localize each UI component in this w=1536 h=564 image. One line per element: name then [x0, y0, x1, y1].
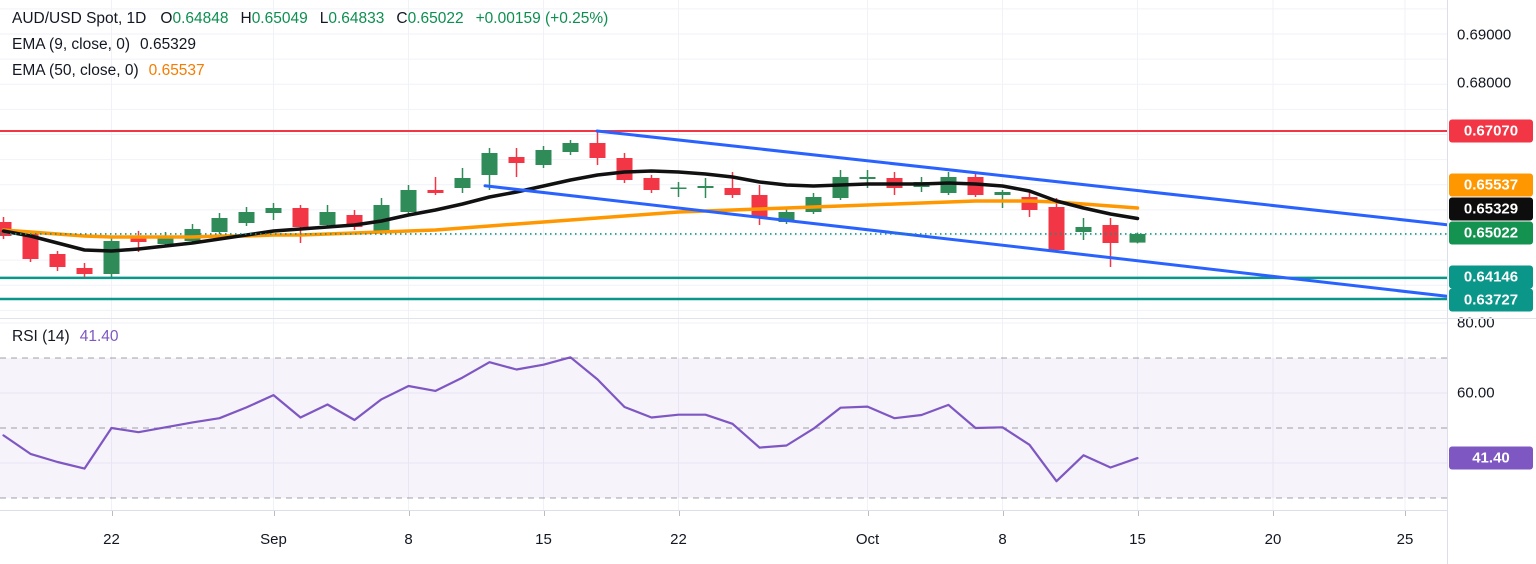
- ema50-legend-row[interactable]: EMA (50, close, 0) 0.65537: [12, 58, 608, 84]
- rsi-value: 41.40: [79, 328, 119, 345]
- rsi-legend-row[interactable]: RSI (14) 41.40: [12, 324, 119, 350]
- ema50-label: EMA (50, close, 0): [12, 62, 139, 79]
- price-scale-label: 0.68000: [1457, 74, 1512, 92]
- ema9-line: [1, 169, 1140, 253]
- candle: [265, 203, 282, 220]
- ema50-value: 0.65537: [148, 62, 205, 79]
- candle-series: [0, 131, 1146, 277]
- time-tick-mark: [273, 511, 275, 516]
- price-badge: 0.67070: [1449, 119, 1533, 143]
- ema9-label: EMA (9, close, 0): [12, 36, 131, 53]
- rsi-scale-label: 60.00: [1457, 384, 1495, 402]
- price-axis[interactable]: 0.69000 0.68000 0.67070 0.65537 0.65329 0.650…: [1447, 0, 1536, 564]
- candle: [238, 207, 255, 226]
- time-tick-mark: [1405, 511, 1406, 516]
- high-value: H0.65049: [240, 10, 308, 27]
- time-tick-mark: [1273, 511, 1274, 516]
- change-value: +0.00159 (+0.25%): [475, 10, 609, 27]
- pane-separator[interactable]: [0, 318, 1536, 319]
- rsi-legend: RSI (14) 41.40: [12, 324, 119, 350]
- time-tick-label: 15: [535, 531, 552, 548]
- price-badge: 0.65022: [1449, 221, 1533, 245]
- rsi-chart-canvas[interactable]: [0, 318, 1447, 510]
- time-tick-mark: [111, 511, 113, 516]
- time-tick-label: Sep: [260, 531, 287, 548]
- price-badge: 0.63727: [1449, 288, 1533, 312]
- candle: [454, 168, 471, 193]
- candle: [589, 131, 606, 165]
- trendlines[interactable]: [483, 129, 1447, 298]
- candle: [427, 177, 444, 195]
- candle: [535, 146, 552, 168]
- time-tick-label: 8: [404, 531, 413, 548]
- time-tick-label: Oct: [855, 531, 880, 548]
- time-tick-label: 25: [1396, 531, 1414, 548]
- candle: [211, 213, 228, 234]
- time-tick-label: 22: [670, 531, 687, 548]
- symbol-title: AUD/USD Spot, 1D: [12, 10, 147, 27]
- price-gridlines: [0, 0, 1447, 318]
- rsi-value-badge: 41.40: [1449, 446, 1533, 470]
- candle: [643, 175, 660, 193]
- time-tick-label: 20: [1264, 531, 1282, 548]
- time-tick-label: 8: [998, 531, 1007, 548]
- candle: [319, 205, 336, 228]
- price-badge: 0.65537: [1449, 173, 1533, 197]
- candle: [805, 193, 822, 214]
- price-badge: 0.64146: [1449, 265, 1533, 289]
- candle: [508, 148, 525, 177]
- rsi-label: RSI (14): [12, 328, 70, 345]
- time-tick-mark: [408, 511, 410, 516]
- low-value: L0.64833: [319, 10, 385, 27]
- rsi-line: [2, 356, 1139, 483]
- candle: [994, 190, 1011, 208]
- candle: [697, 178, 714, 198]
- candle: [292, 205, 309, 243]
- candle: [0, 217, 12, 239]
- ema50-line: [1, 199, 1140, 239]
- time-tick-mark: [867, 511, 869, 516]
- time-axis[interactable]: 22 Sep 8 15 22 Oct 8 15 20 25: [0, 510, 1447, 564]
- ema9-legend-row[interactable]: EMA (9, close, 0) 0.65329: [12, 32, 608, 58]
- time-tick-mark: [678, 511, 680, 516]
- candle: [670, 182, 687, 197]
- rsi-band: [0, 358, 1447, 498]
- candle: [373, 198, 390, 235]
- candle: [1048, 198, 1065, 252]
- time-tick-mark: [1002, 511, 1004, 516]
- candle: [616, 153, 633, 183]
- candle: [103, 237, 120, 277]
- horizontal-level-lines[interactable]: [0, 130, 1447, 301]
- price-legend: AUD/USD Spot, 1D O0.64848 H0.65049 L0.64…: [12, 6, 608, 84]
- price-pane[interactable]: AUD/USD Spot, 1D O0.64848 H0.65049 L0.64…: [0, 0, 1447, 318]
- time-tick-mark: [543, 511, 545, 516]
- open-value: O0.64848: [160, 10, 229, 27]
- time-tick-label: 15: [1129, 531, 1146, 548]
- candle: [562, 140, 579, 155]
- price-scale-label: 0.69000: [1457, 26, 1512, 44]
- time-tick-label: 22: [103, 531, 120, 548]
- candle: [1129, 232, 1146, 244]
- candle: [1075, 218, 1092, 240]
- time-tick-mark: [1137, 511, 1139, 516]
- candle: [76, 263, 93, 277]
- price-badge: 0.65329: [1449, 197, 1533, 221]
- ema9-value: 0.65329: [140, 36, 197, 53]
- candle: [400, 185, 417, 214]
- rsi-pane[interactable]: RSI (14) 41.40: [0, 318, 1447, 510]
- close-value: C0.65022: [396, 10, 464, 27]
- candle: [49, 251, 66, 271]
- symbol-legend-row[interactable]: AUD/USD Spot, 1D O0.64848 H0.65049 L0.64…: [12, 6, 608, 32]
- candle: [184, 224, 201, 243]
- price-chart-canvas[interactable]: [0, 0, 1447, 318]
- candle: [481, 148, 498, 190]
